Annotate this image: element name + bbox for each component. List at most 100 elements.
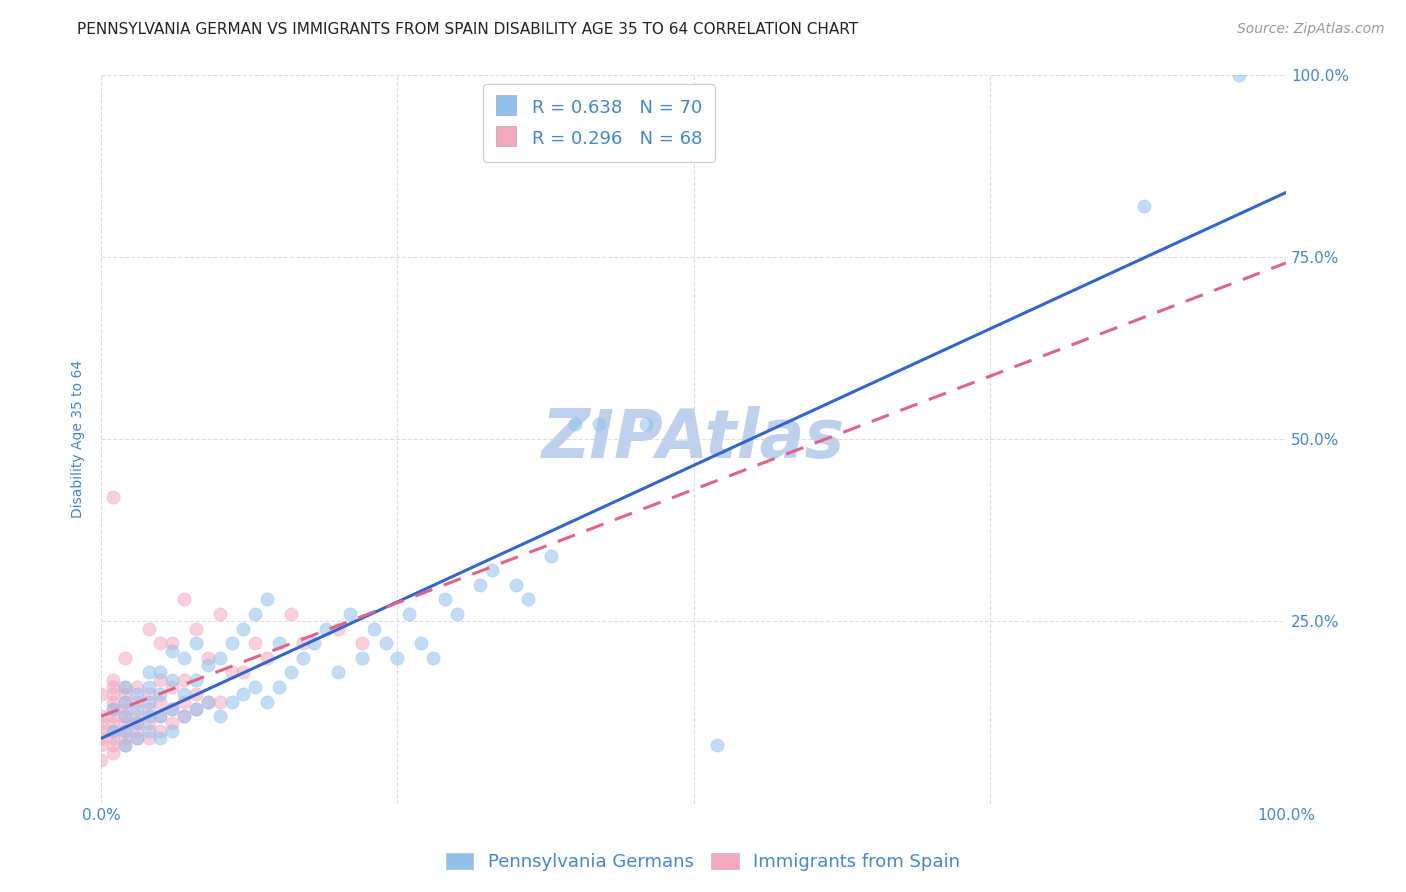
Text: Source: ZipAtlas.com: Source: ZipAtlas.com [1237, 22, 1385, 37]
Point [101, 702, 124, 716]
Point [328, 622, 350, 636]
Point [184, 636, 207, 650]
Point [149, 709, 172, 723]
Point [636, 417, 658, 432]
Point [138, 622, 160, 636]
Point [149, 694, 172, 708]
Point [90, 753, 112, 767]
Point [114, 739, 136, 753]
Point [149, 687, 172, 701]
Point [256, 694, 278, 708]
Point [328, 665, 350, 680]
Point [90, 739, 112, 753]
Point [101, 680, 124, 694]
Point [245, 636, 267, 650]
Point [125, 723, 148, 738]
Point [114, 702, 136, 716]
Point [138, 702, 160, 716]
Point [114, 731, 136, 745]
Point [125, 694, 148, 708]
Point [125, 680, 148, 694]
Point [363, 622, 385, 636]
Point [291, 650, 314, 665]
Point [114, 680, 136, 694]
Point [387, 650, 409, 665]
Point [197, 650, 219, 665]
Point [232, 622, 254, 636]
Point [197, 694, 219, 708]
Point [114, 723, 136, 738]
Point [232, 665, 254, 680]
Point [114, 709, 136, 723]
Point [1227, 68, 1250, 82]
Point [374, 636, 396, 650]
Point [125, 709, 148, 723]
Point [138, 665, 160, 680]
Text: ZIPAtlas: ZIPAtlas [543, 406, 845, 472]
Point [350, 636, 373, 650]
Point [114, 716, 136, 731]
Point [101, 723, 124, 738]
Point [470, 578, 492, 592]
Point [184, 702, 207, 716]
Point [90, 723, 112, 738]
Point [280, 665, 302, 680]
Point [409, 636, 432, 650]
Point [125, 702, 148, 716]
Point [173, 709, 195, 723]
Point [101, 709, 124, 723]
Point [162, 702, 184, 716]
Point [173, 694, 195, 708]
Point [197, 694, 219, 708]
Point [304, 636, 326, 650]
Point [125, 731, 148, 745]
Point [101, 723, 124, 738]
Point [398, 607, 420, 621]
Point [149, 709, 172, 723]
Point [101, 673, 124, 687]
Point [101, 702, 124, 716]
Point [184, 673, 207, 687]
Legend: Pennsylvania Germans, Immigrants from Spain: Pennsylvania Germans, Immigrants from Sp… [439, 846, 967, 879]
Point [138, 687, 160, 701]
Point [138, 731, 160, 745]
Point [138, 723, 160, 738]
Point [125, 716, 148, 731]
Point [221, 636, 243, 650]
Point [114, 739, 136, 753]
Point [221, 665, 243, 680]
Point [114, 687, 136, 701]
Point [90, 687, 112, 701]
Point [149, 665, 172, 680]
Point [162, 716, 184, 731]
Point [339, 607, 361, 621]
Point [162, 673, 184, 687]
Point [138, 680, 160, 694]
Point [540, 549, 562, 563]
Point [162, 636, 184, 650]
Point [588, 417, 610, 432]
Point [101, 739, 124, 753]
Point [125, 731, 148, 745]
Point [173, 709, 195, 723]
Point [125, 716, 148, 731]
Point [125, 687, 148, 701]
Point [101, 746, 124, 760]
Point [1133, 199, 1156, 213]
Point [505, 578, 527, 592]
Point [114, 680, 136, 694]
Point [291, 636, 314, 650]
Point [208, 694, 231, 708]
Point [173, 592, 195, 607]
Point [162, 643, 184, 657]
Point [208, 650, 231, 665]
Point [256, 650, 278, 665]
Point [149, 673, 172, 687]
Point [256, 592, 278, 607]
Point [221, 694, 243, 708]
Point [114, 650, 136, 665]
Point [245, 607, 267, 621]
Point [564, 417, 586, 432]
Point [162, 680, 184, 694]
Point [184, 687, 207, 701]
